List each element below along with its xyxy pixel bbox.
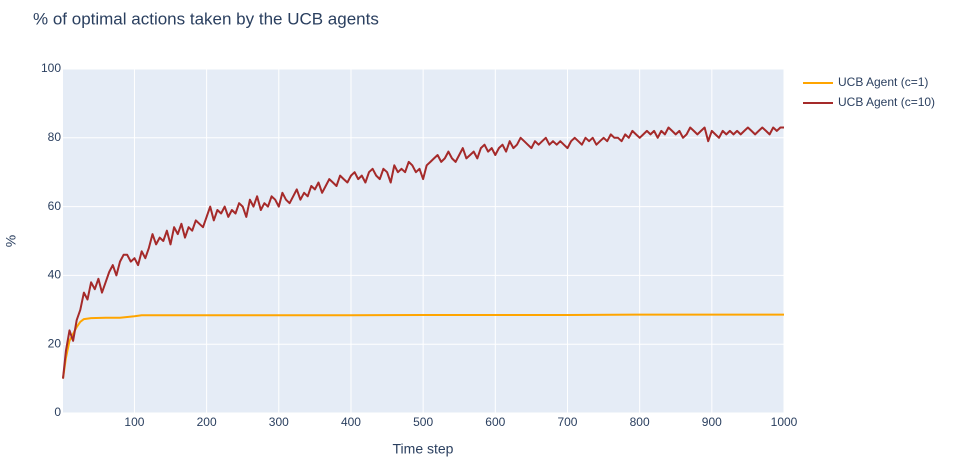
y-tick-label: 40 (48, 268, 62, 282)
y-tick-label: 0 (54, 405, 61, 419)
x-tick-label: 900 (702, 415, 722, 429)
y-tick-label: 60 (48, 199, 62, 213)
y-tick-labels: 0 20 40 60 80 100 (41, 61, 61, 419)
legend-item-1[interactable]: UCB Agent (c=1) (803, 75, 928, 89)
x-tick-label: 500 (413, 415, 433, 429)
chart-title: % of optimal actions taken by the UCB ag… (33, 9, 379, 28)
x-axis-title: Time step (393, 441, 454, 457)
x-tick-label: 1000 (771, 415, 798, 429)
x-tick-label: 400 (341, 415, 361, 429)
y-axis-title: % (3, 235, 19, 247)
y-tick-label: 100 (41, 61, 61, 75)
y-tick-label: 20 (48, 336, 62, 350)
series-line-2 (62, 126, 784, 379)
x-tick-label: 700 (557, 415, 577, 429)
x-tick-label: 300 (269, 415, 289, 429)
x-tick-label: 200 (197, 415, 217, 429)
y-tick-label: 80 (48, 130, 62, 144)
legend-label: UCB Agent (c=1) (838, 75, 928, 89)
y-gridlines (63, 68, 784, 414)
x-tick-labels: 100 200 300 400 500 600 700 800 900 1000 (124, 415, 797, 429)
legend-item-2[interactable]: UCB Agent (c=10) (803, 95, 935, 109)
x-tick-label: 100 (124, 415, 144, 429)
x-tick-label: 600 (485, 415, 505, 429)
x-gridlines (133, 69, 785, 413)
legend[interactable]: UCB Agent (c=1) UCB Agent (c=10) (803, 75, 935, 109)
x-tick-label: 800 (630, 415, 650, 429)
series-layer (62, 126, 784, 379)
legend-label: UCB Agent (c=10) (838, 95, 935, 109)
